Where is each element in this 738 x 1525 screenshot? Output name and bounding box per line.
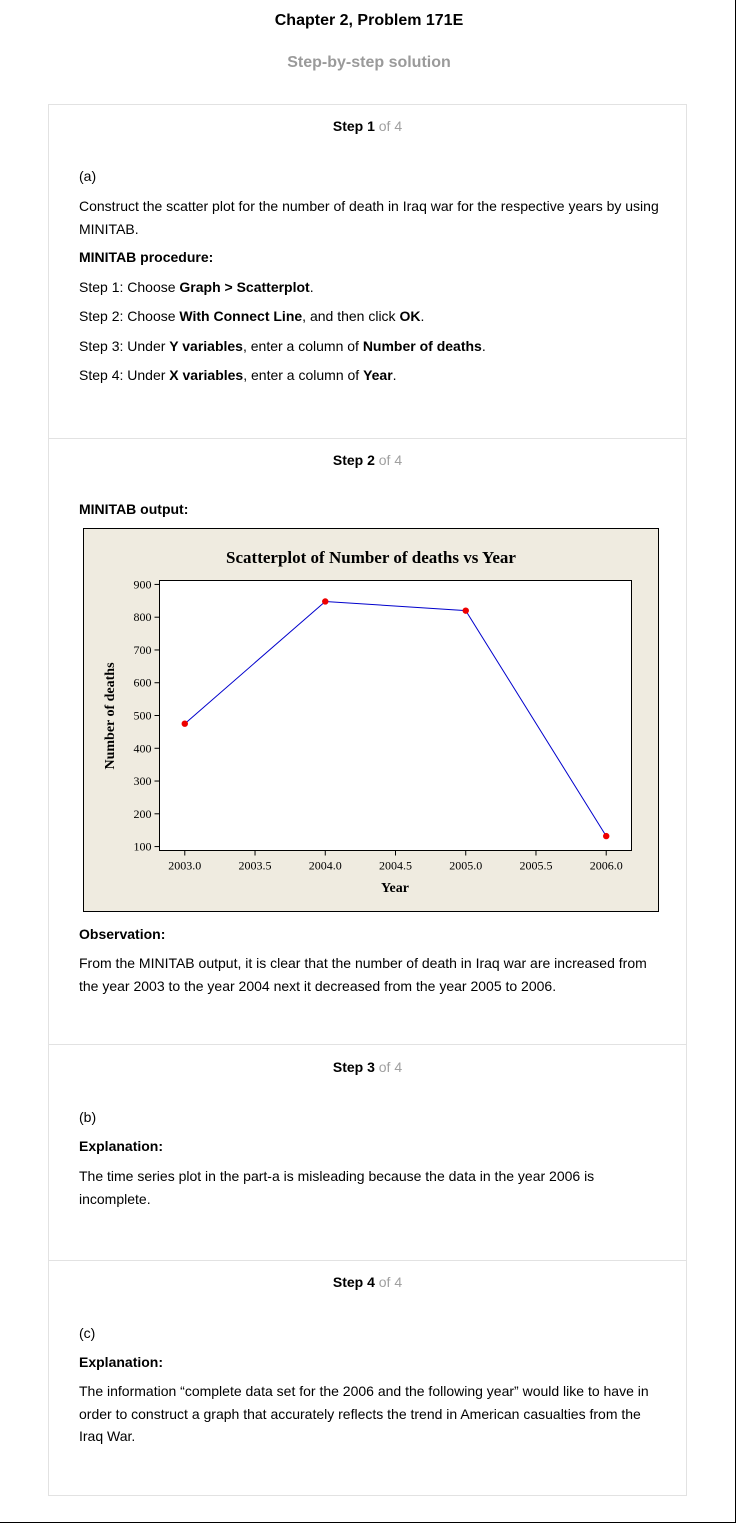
x-axis: 2003.0 2003.5 2004.0 2004.5 2005.0 2005.5 2006… <box>168 850 623 873</box>
x-tick-label-2: 2004.0 <box>309 859 342 873</box>
part-b-label: (b) <box>79 1109 97 1125</box>
step-4-explanation: The information “complete data set for t… <box>79 1383 649 1444</box>
y-tick-label-3: 400 <box>134 741 152 755</box>
step-4-label: Step 4 <box>332 1274 375 1290</box>
y-tick-label-2: 300 <box>134 774 152 788</box>
solution-steps: Step 1 of 4 (a) Construct the scatter pl… <box>48 104 687 1496</box>
x-tick-label-1: 2003.5 <box>239 859 272 873</box>
procedure-step-2: Step 2: Choose With Connect Line, and th… <box>79 308 425 324</box>
x-tick-label-0: 2003.0 <box>168 859 201 873</box>
chart-title: Scatterplot of Number of deaths vs Year <box>226 548 516 567</box>
procedure-step-4: Step 4: Under X variables, enter a colum… <box>79 367 397 383</box>
observation-heading: Observation: <box>79 926 166 942</box>
data-point-1 <box>322 598 329 605</box>
step-3-of: of 4 <box>378 1059 403 1075</box>
series-deaths <box>181 598 610 840</box>
step-1-intro: Construct the scatter plot for the numbe… <box>79 198 659 237</box>
x-tick-label-6: 2006.0 <box>590 859 623 873</box>
y-axis-label: Number of deaths <box>103 662 118 770</box>
y-tick-label-7: 800 <box>134 610 152 624</box>
page-title: Chapter 2, Problem 171E <box>274 12 464 29</box>
part-a-label: (a) <box>79 168 97 184</box>
step-1-label: Step 1 <box>332 118 375 134</box>
data-point-0 <box>181 720 188 727</box>
step-2-section: Step 2 of 4 MINITAB output: Scatterplot … <box>49 438 686 1044</box>
x-tick-label-4: 2005.0 <box>449 859 482 873</box>
step-4-explanation-heading: Explanation: <box>79 1354 164 1370</box>
step-4-of: of 4 <box>378 1274 403 1290</box>
scatterplot-chart: Scatterplot of Number of deaths vs Year … <box>83 528 659 912</box>
data-point-2 <box>462 607 469 614</box>
observation-text: From the MINITAB output, it is clear tha… <box>79 955 647 994</box>
x-axis-label: Year <box>381 881 409 896</box>
step-1-header: Step 1 of 4 <box>49 118 686 134</box>
y-tick-label-5: 600 <box>134 676 152 690</box>
step-3-label: Step 3 <box>332 1059 375 1075</box>
y-tick-label-8: 900 <box>134 577 152 591</box>
output-heading: MINITAB output: <box>79 501 189 517</box>
step-3-header: Step 3 of 4 <box>49 1059 686 1075</box>
step-3-explanation: The time series plot in the part-a is mi… <box>79 1168 595 1207</box>
step-1-of: of 4 <box>378 118 403 134</box>
procedure-step-3: Step 3: Under Y variables, enter a colum… <box>79 338 486 354</box>
step-2-of: of 4 <box>378 452 403 468</box>
step-3-section: Step 3 of 4 (b) Explanation: The time se… <box>49 1044 686 1260</box>
y-tick-label-1: 200 <box>134 807 152 821</box>
step-4-section: Step 4 of 4 (c) Explanation: The informa… <box>49 1260 686 1496</box>
x-tick-label-5: 2005.5 <box>519 859 552 873</box>
step-4-header: Step 4 of 4 <box>49 1274 686 1290</box>
procedure-step-1: Step 1: Choose Graph > Scatterplot. <box>79 279 314 295</box>
step-1-section: Step 1 of 4 (a) Construct the scatter pl… <box>49 105 686 438</box>
step-2-label: Step 2 <box>332 452 375 468</box>
y-tick-label-6: 700 <box>134 643 152 657</box>
data-point-3 <box>603 832 610 840</box>
part-c-label: (c) <box>79 1325 96 1341</box>
x-tick-label-3: 2004.5 <box>379 859 412 873</box>
step-3-explanation-heading: Explanation: <box>79 1138 164 1154</box>
y-tick-label-4: 500 <box>134 709 152 723</box>
procedure-heading: MINITAB procedure: <box>79 249 214 265</box>
series-line <box>184 600 607 837</box>
step-2-header: Step 2 of 4 <box>49 452 686 468</box>
y-axis: 100 200 300 400 500 600 700 800 900 <box>134 577 160 854</box>
plot-area <box>159 580 632 851</box>
page-subtitle: Step-by-step solution <box>287 54 451 71</box>
y-tick-label-0: 100 <box>134 840 152 854</box>
